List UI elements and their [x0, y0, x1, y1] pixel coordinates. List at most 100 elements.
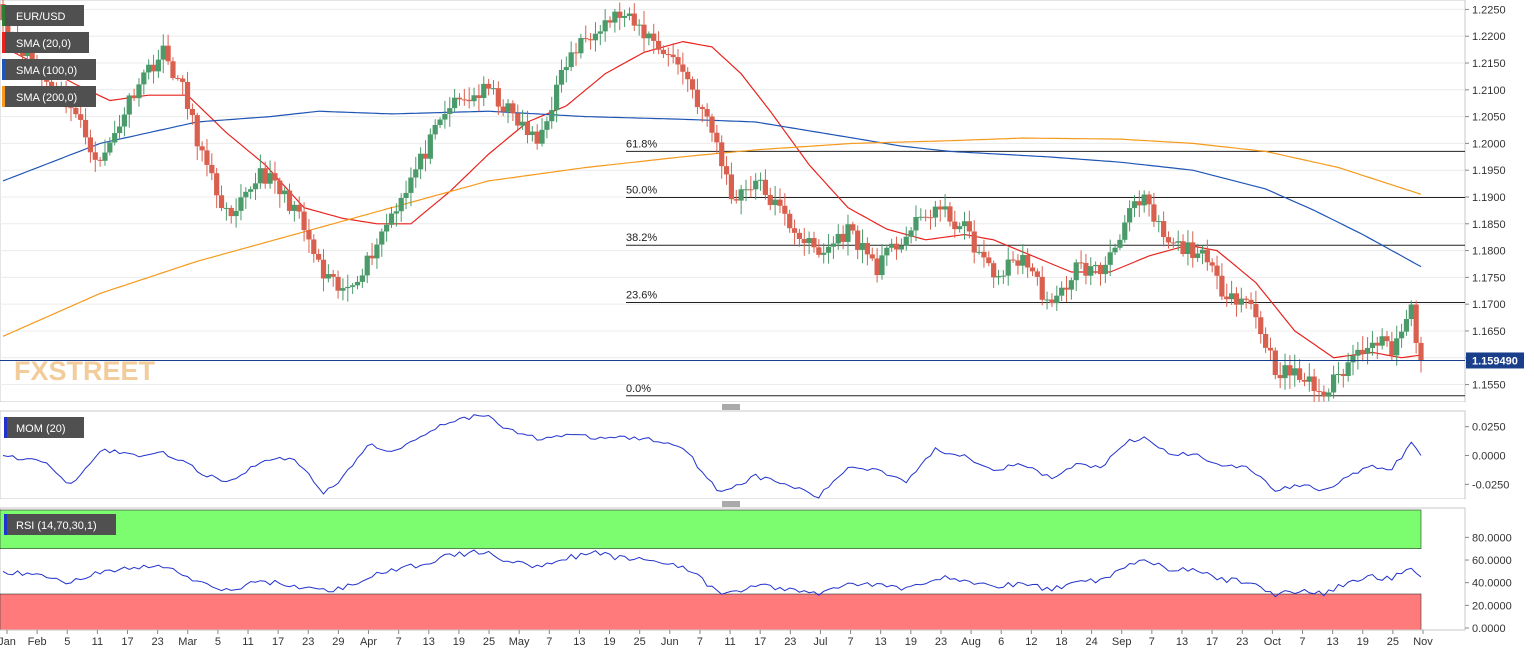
- candle-up: [1229, 293, 1235, 300]
- candle-down: [719, 142, 725, 167]
- candle-up: [879, 255, 885, 276]
- time-tick-label: 7: [1299, 636, 1305, 648]
- candle-down: [524, 121, 531, 136]
- candle-down: [927, 217, 934, 219]
- candle-down: [1029, 267, 1036, 272]
- candle-up: [932, 206, 938, 218]
- candle-up: [447, 108, 453, 114]
- rsi-tag-label: RSI (14,70,30,1): [16, 520, 97, 532]
- candle-down: [194, 115, 200, 147]
- rsi-overbought-zone: [0, 509, 1422, 550]
- candle-down: [573, 52, 579, 54]
- candle-up: [223, 207, 229, 209]
- candle-down: [801, 239, 807, 244]
- candle-down: [855, 230, 861, 250]
- candle-up: [1117, 239, 1123, 248]
- legend-sma20[interactable]: SMA (20,0): [2, 32, 89, 53]
- candle-down: [495, 88, 501, 107]
- legend-sma100[interactable]: SMA (100,0): [2, 59, 96, 80]
- time-tick-label: 7: [697, 636, 703, 648]
- rsi-tick-label: 0.0000: [1472, 623, 1506, 635]
- time-tick-label: 7: [396, 636, 402, 648]
- rsi-tag[interactable]: RSI (14,70,30,1): [4, 514, 116, 535]
- rsi-tick-label: 80.0000: [1472, 532, 1512, 544]
- price-tick-label: 1.2150: [1472, 58, 1506, 70]
- momentum-tick-label: -0.0250: [1472, 479, 1509, 491]
- candle-down: [320, 259, 327, 279]
- fib-level-label: 23.6%: [626, 290, 657, 302]
- candle-up: [1175, 241, 1181, 243]
- candle-down: [422, 153, 429, 159]
- price-tick-label: 1.1750: [1472, 272, 1506, 284]
- fxstreet-watermark: FXSTREET: [14, 356, 156, 386]
- candle-down: [286, 190, 293, 211]
- candle-down: [515, 113, 521, 126]
- candle-down: [461, 99, 467, 101]
- candle-down: [1301, 379, 1308, 382]
- candle-up: [621, 15, 628, 18]
- time-tick-label: 11: [724, 636, 735, 648]
- candle-down: [73, 107, 79, 115]
- candle-down: [1267, 347, 1274, 351]
- candle-up: [1000, 275, 1006, 277]
- candle-down: [1083, 263, 1089, 276]
- price-tick-label: 1.1850: [1472, 219, 1506, 231]
- candle-up: [364, 255, 370, 276]
- candle-up: [889, 243, 895, 248]
- candle-up: [398, 197, 404, 212]
- candle-down: [1340, 374, 1346, 376]
- candle-up: [126, 95, 132, 115]
- legend-sma200[interactable]: SMA (200,0): [2, 86, 96, 107]
- candle-up: [490, 88, 497, 90]
- time-tick-label: Jul: [813, 636, 827, 648]
- candle-up: [359, 275, 365, 282]
- legend-symbol[interactable]: EUR/USD: [2, 5, 84, 26]
- candle-up: [121, 114, 128, 127]
- time-tick-label: 11: [242, 636, 253, 648]
- candle-down: [840, 233, 846, 242]
- candle-up: [898, 245, 904, 250]
- price-tick-label: 1.2250: [1472, 4, 1506, 16]
- candle-up: [282, 190, 288, 195]
- candle-down: [869, 254, 875, 259]
- time-tick-label: 7: [546, 636, 552, 648]
- time-tick-label: 17: [272, 636, 284, 648]
- time-tick-label: 23: [302, 636, 314, 648]
- candle-down: [811, 238, 817, 248]
- candle-up: [1379, 336, 1385, 346]
- candle-up: [252, 183, 259, 190]
- candle-down: [1253, 304, 1259, 318]
- candle-up: [481, 83, 487, 99]
- rsi-line: [2, 549, 1422, 598]
- panel-resize-handle-2[interactable]: [0, 499, 1465, 508]
- candle-down: [1161, 221, 1167, 238]
- momentum-tag[interactable]: MOM (20): [4, 417, 84, 438]
- candle-up: [1345, 362, 1351, 376]
- time-tick-label: 17: [754, 636, 766, 648]
- candle-down: [1209, 262, 1215, 266]
- legend-sma20-marker: [2, 32, 5, 53]
- candle-down: [971, 231, 977, 253]
- candle-up: [350, 285, 356, 287]
- candle-up: [602, 20, 608, 32]
- time-tick-label: 18: [1055, 636, 1067, 648]
- candle-down: [97, 159, 103, 161]
- candle-down: [631, 13, 637, 26]
- time-tick-label: Feb: [28, 636, 47, 648]
- time-tick-label: Apr: [360, 636, 377, 648]
- time-tick-label: 19: [603, 636, 615, 648]
- time-tick-label: 23: [152, 636, 164, 648]
- candle-up: [1088, 266, 1094, 276]
- fib-level-label: 38.2%: [626, 232, 657, 244]
- momentum-tag-marker: [4, 417, 7, 438]
- time-tick-label: 25: [634, 636, 646, 648]
- candle-up: [1364, 347, 1371, 354]
- candle-down: [78, 114, 84, 120]
- panel-resize-handle-1[interactable]: [0, 402, 1465, 411]
- candle-down: [1097, 264, 1104, 275]
- momentum-line: [2, 414, 1422, 499]
- price-panel: FXSTREET 61.8% 50.0% 38.2% 23.6% 0.0% 1.2250…: [0, 0, 1524, 405]
- candle-down: [1258, 317, 1264, 335]
- candle-up: [112, 133, 118, 143]
- candle-up: [913, 217, 919, 231]
